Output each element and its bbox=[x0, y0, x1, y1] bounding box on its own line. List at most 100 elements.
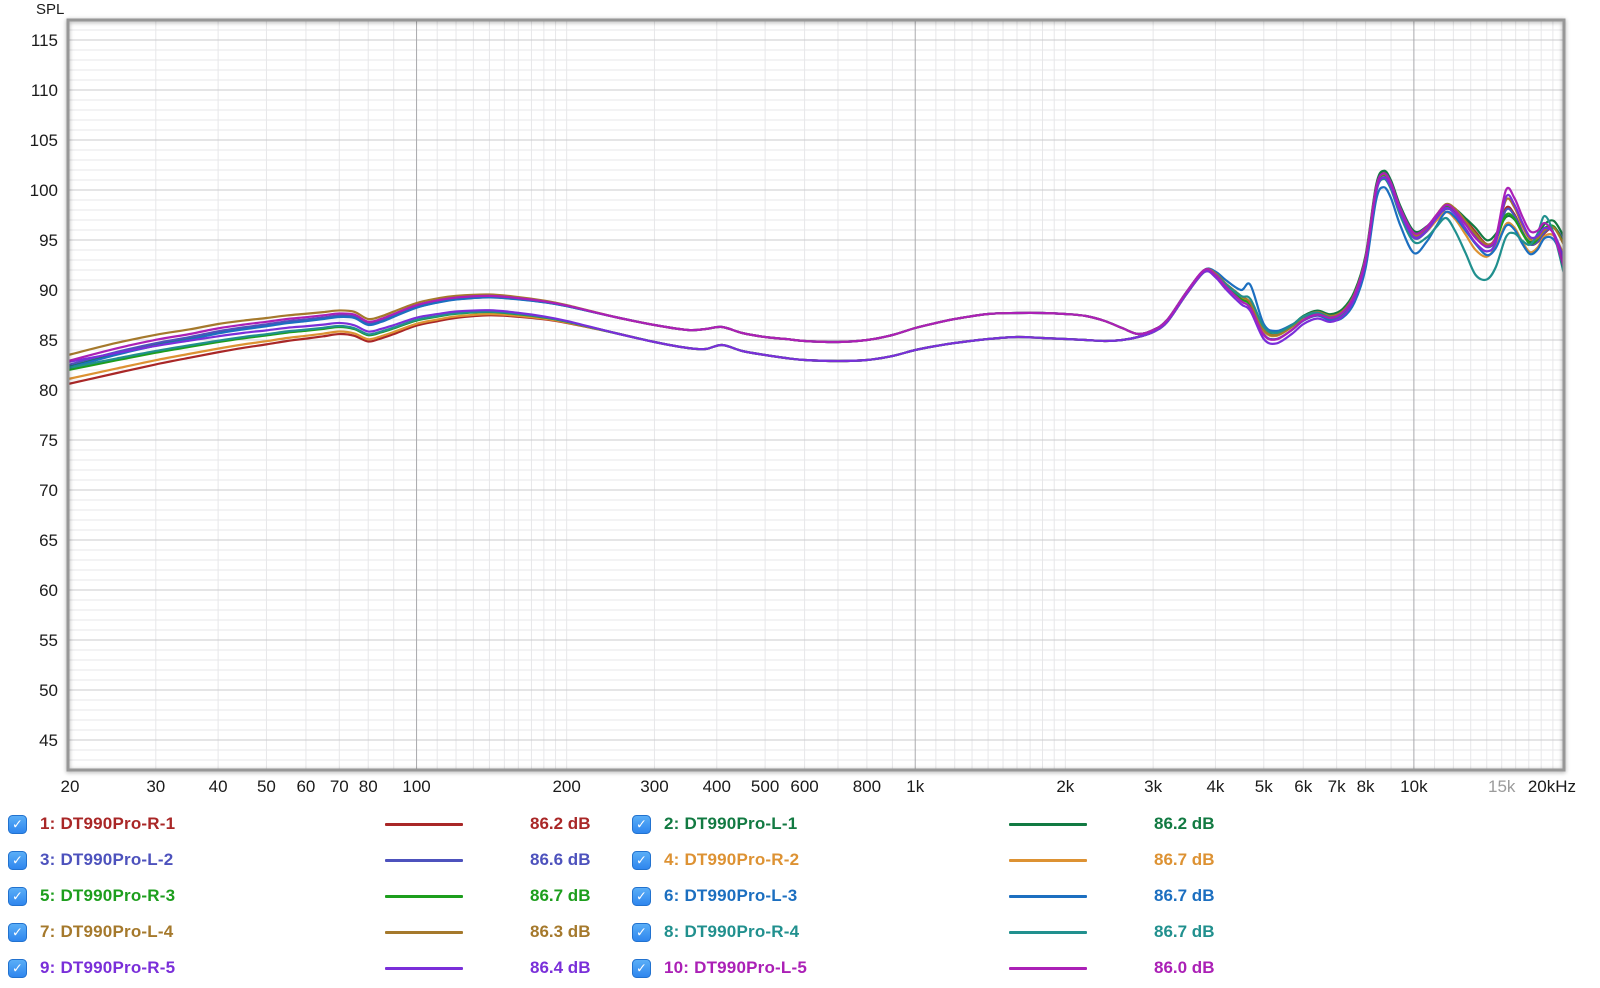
legend-value-2: 86.2 dB bbox=[1154, 814, 1215, 833]
legend-label-10[interactable]: 10: DT990Pro-L-5 bbox=[664, 958, 808, 977]
measurement-legend: ✓ 1: DT990Pro-R-1 86.2 dB ✓ 3: DT990Pro-L-2 8… bbox=[0, 806, 1600, 986]
x-tick-label-600: 600 bbox=[790, 777, 818, 796]
legend-swatch-cell bbox=[964, 858, 1132, 862]
x-tick-label-60: 60 bbox=[296, 777, 315, 796]
legend-swatch-cell bbox=[964, 822, 1132, 826]
legend-swatch-cell bbox=[340, 930, 508, 934]
checkmark-icon: ✓ bbox=[636, 852, 647, 867]
legend-label-9[interactable]: 9: DT990Pro-R-5 bbox=[40, 958, 176, 977]
x-tick-label-100: 100 bbox=[402, 777, 430, 796]
x-tick-label-3k: 3k bbox=[1144, 777, 1162, 796]
x-tick-label-15k: 15k bbox=[1488, 777, 1516, 796]
y-tick-label: 55 bbox=[39, 631, 58, 650]
plot-background bbox=[68, 20, 1564, 770]
legend-label-1[interactable]: 1: DT990Pro-R-1 bbox=[40, 814, 176, 833]
x-tick-label-8k: 8k bbox=[1357, 777, 1375, 796]
legend-swatch-cell bbox=[964, 894, 1132, 898]
x-tick-label-30: 30 bbox=[146, 777, 165, 796]
legend-row-5: ✓ 5: DT990Pro-R-3 86.7 dB bbox=[0, 878, 624, 914]
y-tick-label: 105 bbox=[30, 131, 58, 150]
legend-column-right: ✓ 2: DT990Pro-L-1 86.2 dB ✓ 4: DT990Pro-R-2 8… bbox=[624, 806, 1248, 986]
legend-swatch-4 bbox=[1009, 858, 1087, 862]
y-tick-label: 65 bbox=[39, 531, 58, 550]
x-tick-label-40: 40 bbox=[209, 777, 228, 796]
legend-swatch-cell bbox=[964, 966, 1132, 970]
legend-swatch-8 bbox=[1009, 930, 1087, 934]
legend-checkbox-6[interactable]: ✓ bbox=[632, 886, 651, 906]
x-tick-label-300: 300 bbox=[640, 777, 668, 796]
checkmark-icon: ✓ bbox=[12, 852, 23, 867]
y-tick-label: 95 bbox=[39, 231, 58, 250]
x-tick-label-1k: 1k bbox=[906, 777, 924, 796]
checkmark-icon: ✓ bbox=[636, 888, 647, 903]
y-tick-label: 45 bbox=[39, 731, 58, 750]
y-tick-label: 85 bbox=[39, 331, 58, 350]
legend-swatch-cell bbox=[340, 858, 508, 862]
legend-row-9: ✓ 9: DT990Pro-R-5 86.4 dB bbox=[0, 950, 624, 986]
y-tick-label: 60 bbox=[39, 581, 58, 600]
y-tick-label: 115 bbox=[31, 31, 58, 50]
legend-label-3[interactable]: 3: DT990Pro-L-2 bbox=[40, 850, 174, 869]
spl-axis-label: SPL bbox=[36, 1, 64, 18]
legend-checkbox-7[interactable]: ✓ bbox=[8, 922, 27, 942]
y-tick-label: 80 bbox=[39, 381, 58, 400]
legend-label-5[interactable]: 5: DT990Pro-R-3 bbox=[40, 886, 176, 905]
y-tick-label: 110 bbox=[31, 81, 58, 100]
grid-lines bbox=[68, 20, 1564, 770]
checkmark-icon: ✓ bbox=[636, 924, 647, 939]
checkmark-icon: ✓ bbox=[12, 816, 23, 831]
checkmark-icon: ✓ bbox=[12, 888, 23, 903]
x-tick-label-800: 800 bbox=[853, 777, 881, 796]
legend-swatch-10 bbox=[1009, 966, 1087, 970]
trace-DT990Pro-R-5 bbox=[68, 176, 1564, 364]
legend-checkbox-3[interactable]: ✓ bbox=[8, 850, 27, 870]
legend-checkbox-4[interactable]: ✓ bbox=[632, 850, 651, 870]
legend-swatch-cell bbox=[964, 930, 1132, 934]
legend-swatch-cell bbox=[340, 894, 508, 898]
legend-checkbox-8[interactable]: ✓ bbox=[632, 922, 651, 942]
legend-checkbox-2[interactable]: ✓ bbox=[632, 814, 651, 834]
x-tick-label-70: 70 bbox=[330, 777, 349, 796]
legend-row-8: ✓ 8: DT990Pro-R-4 86.7 dB bbox=[624, 914, 1248, 950]
legend-checkbox-5[interactable]: ✓ bbox=[8, 886, 27, 906]
legend-label-7[interactable]: 7: DT990Pro-L-4 bbox=[40, 922, 174, 941]
legend-swatch-1 bbox=[385, 822, 463, 826]
legend-swatch-2 bbox=[1009, 822, 1087, 826]
legend-label-8[interactable]: 8: DT990Pro-R-4 bbox=[664, 922, 800, 941]
legend-checkbox-1[interactable]: ✓ bbox=[8, 814, 27, 834]
legend-value-3: 86.6 dB bbox=[530, 850, 591, 869]
legend-value-10: 86.0 dB bbox=[1154, 958, 1215, 977]
x-tick-label-20: 20 bbox=[61, 777, 80, 796]
x-tick-label-4k: 4k bbox=[1206, 777, 1224, 796]
legend-checkbox-10[interactable]: ✓ bbox=[632, 958, 651, 978]
legend-label-2[interactable]: 2: DT990Pro-L-1 bbox=[664, 814, 798, 833]
x-tick-label-10k: 10k bbox=[1400, 777, 1428, 796]
legend-checkbox-9[interactable]: ✓ bbox=[8, 958, 27, 978]
legend-swatch-5 bbox=[385, 894, 463, 898]
checkmark-icon: ✓ bbox=[12, 960, 23, 975]
axis-labels: 115 110 105 100 95 90 85 80 75 70 65 60 55 50 45 20 30 40… bbox=[30, 1, 1576, 796]
legend-label-6[interactable]: 6: DT990Pro-L-3 bbox=[664, 886, 798, 905]
legend-value-4: 86.7 dB bbox=[1154, 850, 1215, 869]
legend-row-2: ✓ 2: DT990Pro-L-1 86.2 dB bbox=[624, 806, 1248, 842]
legend-swatch-6 bbox=[1009, 894, 1087, 898]
legend-value-5: 86.7 dB bbox=[530, 886, 591, 905]
traces bbox=[68, 169, 1564, 386]
legend-value-6: 86.7 dB bbox=[1154, 886, 1215, 905]
x-tick-label-5k: 5k bbox=[1255, 777, 1273, 796]
legend-value-1: 86.2 dB bbox=[530, 814, 591, 833]
checkmark-icon: ✓ bbox=[636, 960, 647, 975]
spl-frequency-response-chart: 115 110 105 100 95 90 85 80 75 70 65 60 55 50 45 20 30 40… bbox=[8, 1, 1576, 978]
y-tick-label: 50 bbox=[39, 681, 58, 700]
x-tick-label-400: 400 bbox=[703, 777, 731, 796]
legend-label-4[interactable]: 4: DT990Pro-R-2 bbox=[664, 850, 800, 869]
x-tick-label-7k: 7k bbox=[1328, 777, 1346, 796]
plot-border bbox=[66, 18, 1566, 772]
checkmark-icon: ✓ bbox=[636, 816, 647, 831]
legend-column-left: ✓ 1: DT990Pro-R-1 86.2 dB ✓ 3: DT990Pro-L-2 8… bbox=[0, 806, 624, 986]
x-tick-label-20kHz: 20kHz bbox=[1528, 777, 1576, 796]
legend-swatch-cell bbox=[340, 966, 508, 970]
legend-value-8: 86.7 dB bbox=[1154, 922, 1215, 941]
legend-row-10: ✓ 10: DT990Pro-L-5 86.0 dB bbox=[624, 950, 1248, 986]
legend-row-4: ✓ 4: DT990Pro-R-2 86.7 dB bbox=[624, 842, 1248, 878]
